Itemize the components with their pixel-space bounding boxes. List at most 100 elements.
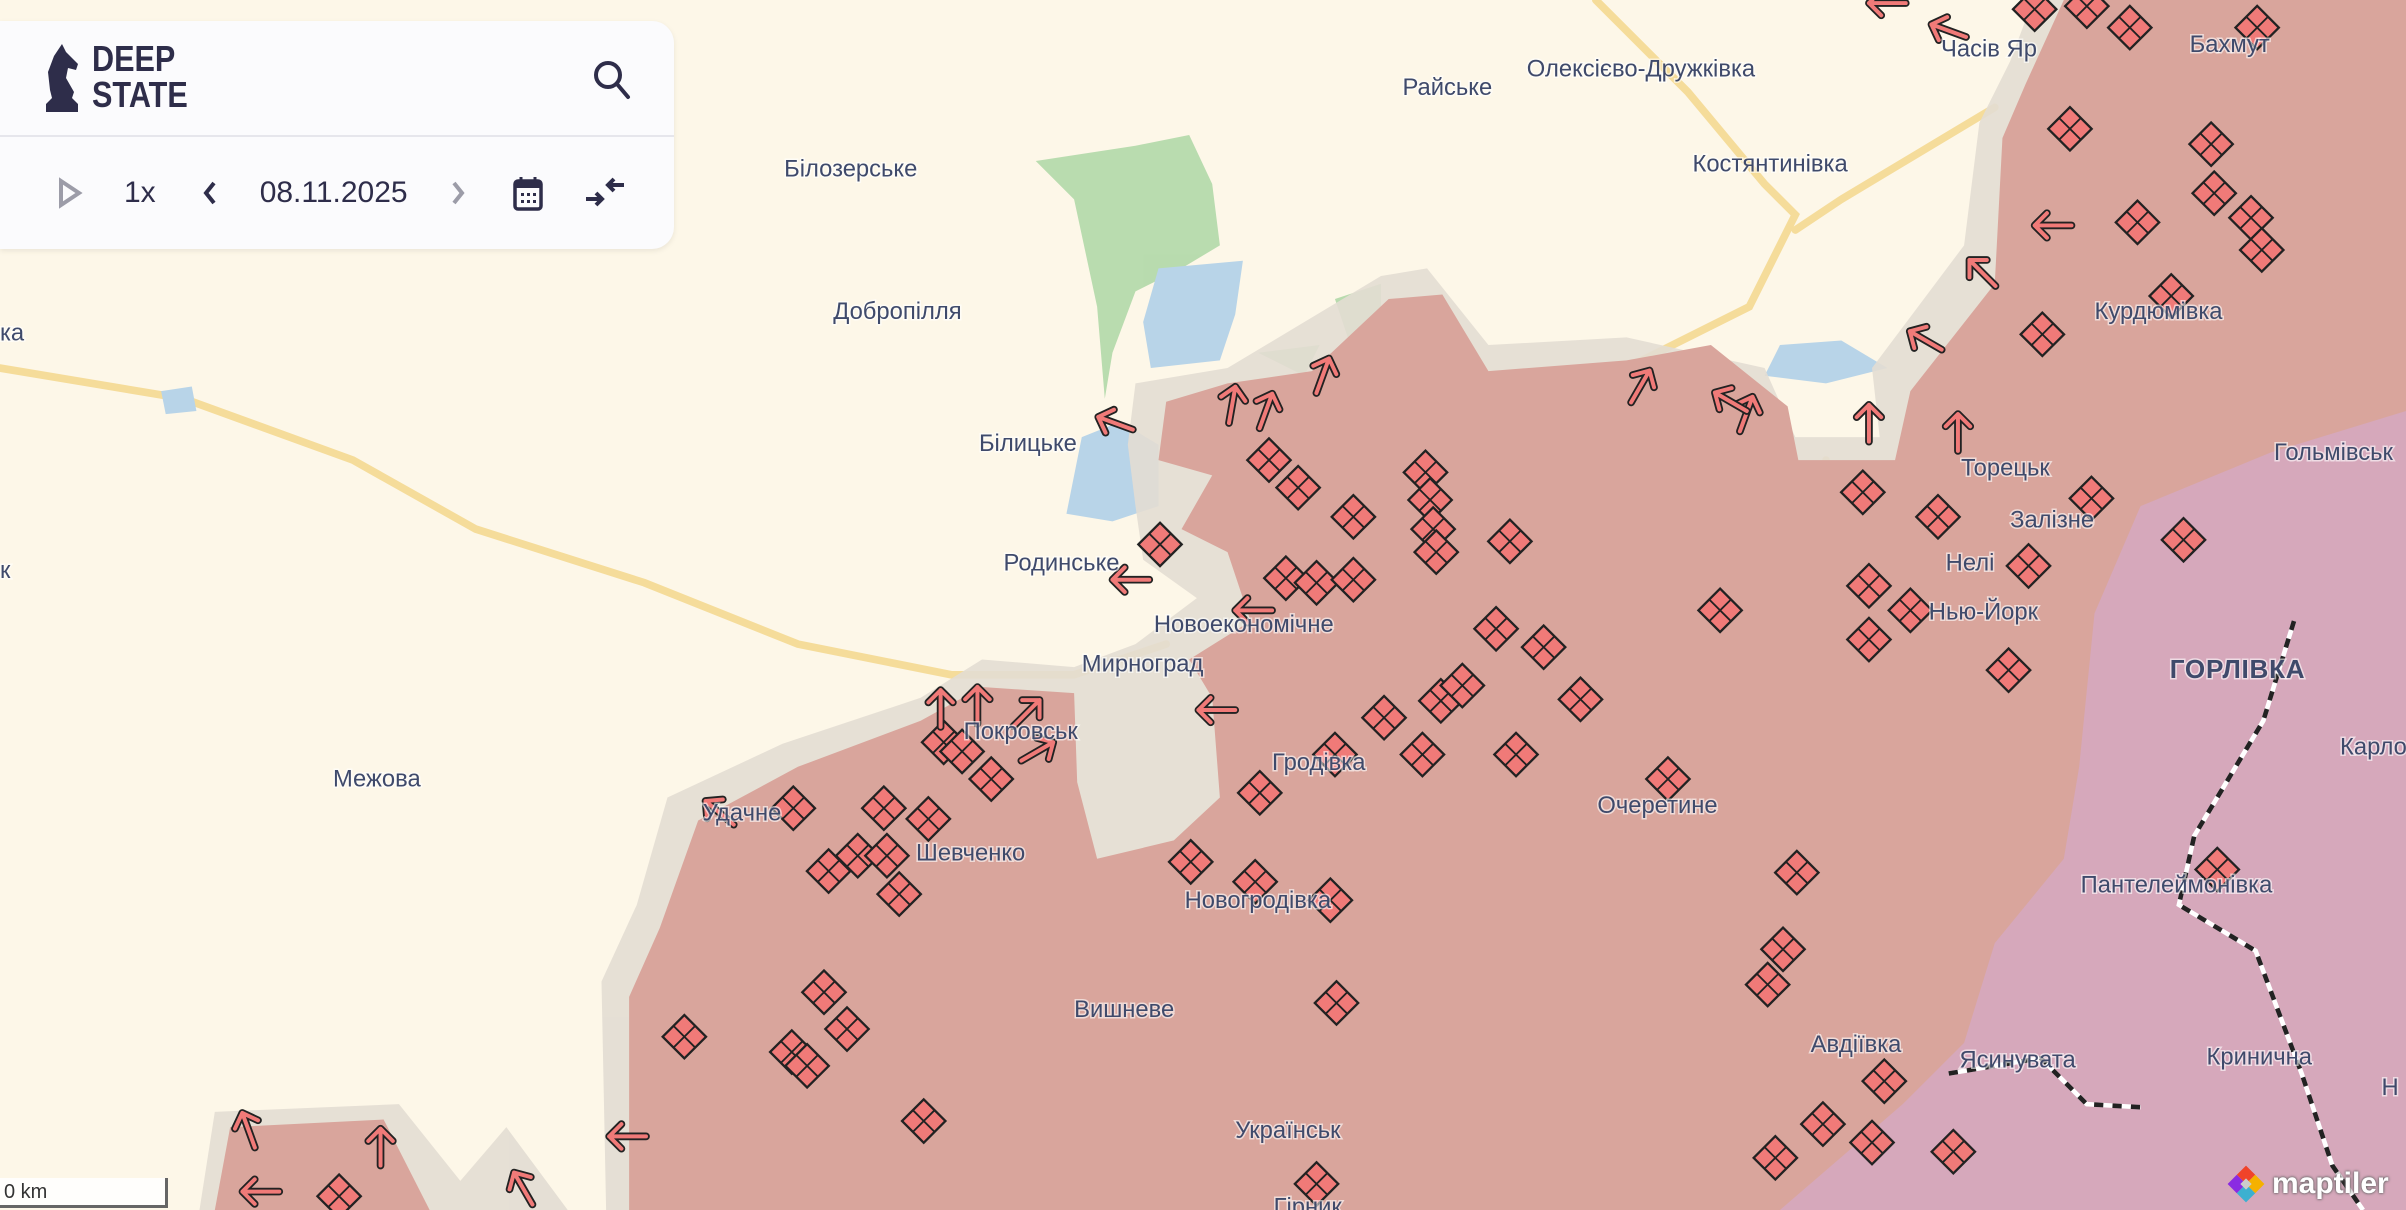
- attack-marker[interactable]: [1307, 876, 1354, 924]
- advance-arrow[interactable]: [1194, 693, 1240, 727]
- next-date-button[interactable]: [448, 178, 468, 208]
- advance-arrow[interactable]: [1865, 0, 1910, 20]
- advance-arrow[interactable]: [1108, 563, 1154, 596]
- attack-marker[interactable]: [1274, 464, 1322, 511]
- advance-arrow[interactable]: [238, 1175, 284, 1208]
- maptiler-attribution[interactable]: maptiler: [2226, 1164, 2389, 1204]
- attack-marker[interactable]: [863, 832, 911, 880]
- attack-marker[interactable]: [1914, 493, 1962, 541]
- advance-arrow[interactable]: [1005, 691, 1048, 734]
- advance-arrow[interactable]: [1217, 382, 1250, 427]
- attack-marker[interactable]: [1930, 1128, 1977, 1176]
- attack-marker[interactable]: [905, 795, 952, 843]
- attack-marker[interactable]: [1330, 493, 1377, 541]
- attack-marker[interactable]: [1293, 559, 1340, 607]
- attack-marker[interactable]: [2147, 272, 2195, 320]
- attack-marker[interactable]: [1486, 518, 1534, 565]
- attack-marker[interactable]: [661, 1013, 708, 1061]
- attack-marker[interactable]: [2238, 226, 2286, 274]
- calendar-button[interactable]: [512, 175, 544, 211]
- attack-marker[interactable]: [800, 968, 848, 1016]
- advance-arrow[interactable]: [698, 792, 742, 834]
- advance-arrow[interactable]: [1620, 364, 1660, 408]
- attack-marker[interactable]: [1759, 925, 1807, 973]
- advance-arrow[interactable]: [503, 1166, 543, 1210]
- attack-marker[interactable]: [1744, 961, 1792, 1008]
- advance-arrow[interactable]: [1852, 401, 1886, 446]
- attack-marker[interactable]: [1438, 662, 1486, 709]
- attack-marker[interactable]: [1262, 554, 1310, 602]
- attack-marker[interactable]: [1293, 1160, 1340, 1208]
- speed-button[interactable]: 1x: [124, 176, 156, 209]
- attack-marker[interactable]: [315, 1172, 363, 1210]
- date-display[interactable]: 08.11.2025: [259, 176, 408, 209]
- attack-marker[interactable]: [2233, 4, 2281, 51]
- advance-arrow[interactable]: [1904, 321, 1948, 361]
- advance-arrow[interactable]: [231, 1109, 267, 1152]
- attack-marker[interactable]: [1773, 849, 1821, 896]
- attack-marker[interactable]: [967, 755, 1015, 803]
- attack-marker[interactable]: [2011, 0, 2058, 33]
- attack-marker[interactable]: [1136, 521, 1184, 568]
- attack-marker[interactable]: [1236, 769, 1284, 817]
- attack-marker[interactable]: [2160, 516, 2207, 564]
- attack-marker[interactable]: [2106, 4, 2154, 51]
- attack-marker[interactable]: [834, 832, 882, 880]
- attack-marker[interactable]: [1399, 731, 1446, 778]
- advance-arrow[interactable]: [364, 1124, 397, 1170]
- attack-marker[interactable]: [1845, 562, 1893, 610]
- attack-marker[interactable]: [1231, 858, 1279, 906]
- attack-marker[interactable]: [1839, 468, 1887, 516]
- attack-marker[interactable]: [1412, 528, 1460, 576]
- attack-marker[interactable]: [1492, 731, 1540, 778]
- deepstate-logo[interactable]: DEEP STATE: [44, 41, 205, 113]
- attack-marker[interactable]: [2114, 199, 2161, 246]
- advance-arrow[interactable]: [605, 1120, 650, 1153]
- attack-marker[interactable]: [1406, 476, 1454, 524]
- attack-marker[interactable]: [2005, 542, 2052, 590]
- attack-marker[interactable]: [1644, 755, 1692, 803]
- advance-arrow[interactable]: [924, 686, 957, 731]
- attack-marker[interactable]: [2190, 169, 2238, 217]
- attack-marker[interactable]: [1313, 979, 1360, 1027]
- attack-marker[interactable]: [900, 1097, 948, 1145]
- attack-marker[interactable]: [1696, 587, 1744, 634]
- attack-marker[interactable]: [1360, 694, 1408, 742]
- advance-arrow[interactable]: [1015, 732, 1059, 772]
- previous-date-button[interactable]: [200, 178, 220, 208]
- advance-arrow[interactable]: [1927, 13, 1970, 49]
- attack-marker[interactable]: [1848, 1119, 1896, 1166]
- advance-arrow[interactable]: [1248, 389, 1284, 433]
- advance-arrow[interactable]: [1094, 405, 1137, 441]
- attack-marker[interactable]: [1845, 616, 1893, 663]
- attack-marker[interactable]: [2193, 846, 2241, 893]
- attack-marker[interactable]: [769, 784, 817, 832]
- attack-marker[interactable]: [2068, 475, 2115, 522]
- advance-arrow[interactable]: [2030, 209, 2076, 242]
- advance-arrow[interactable]: [1709, 382, 1753, 422]
- search-button[interactable]: [590, 57, 634, 101]
- advance-arrow[interactable]: [1941, 410, 1975, 455]
- attack-marker[interactable]: [1985, 646, 2032, 694]
- attack-marker[interactable]: [1245, 436, 1293, 484]
- attack-marker[interactable]: [2187, 120, 2235, 168]
- attack-marker[interactable]: [1472, 605, 1520, 653]
- attack-marker[interactable]: [860, 784, 908, 832]
- attack-marker[interactable]: [875, 870, 923, 918]
- play-button[interactable]: [56, 177, 84, 209]
- collapse-button[interactable]: [584, 175, 626, 211]
- attack-marker[interactable]: [2019, 311, 2066, 358]
- attack-marker[interactable]: [1887, 587, 1934, 634]
- attack-marker[interactable]: [1520, 623, 1567, 671]
- attack-marker[interactable]: [1860, 1057, 1908, 1105]
- attack-marker[interactable]: [823, 1005, 871, 1053]
- attack-marker[interactable]: [938, 728, 986, 775]
- attack-marker[interactable]: [1752, 1134, 1799, 1182]
- advance-arrow[interactable]: [961, 683, 994, 728]
- attack-marker[interactable]: [783, 1042, 831, 1090]
- attack-marker[interactable]: [1330, 556, 1377, 604]
- advance-arrow[interactable]: [1305, 354, 1341, 397]
- attack-marker[interactable]: [1799, 1100, 1847, 1148]
- attack-marker[interactable]: [1167, 838, 1215, 886]
